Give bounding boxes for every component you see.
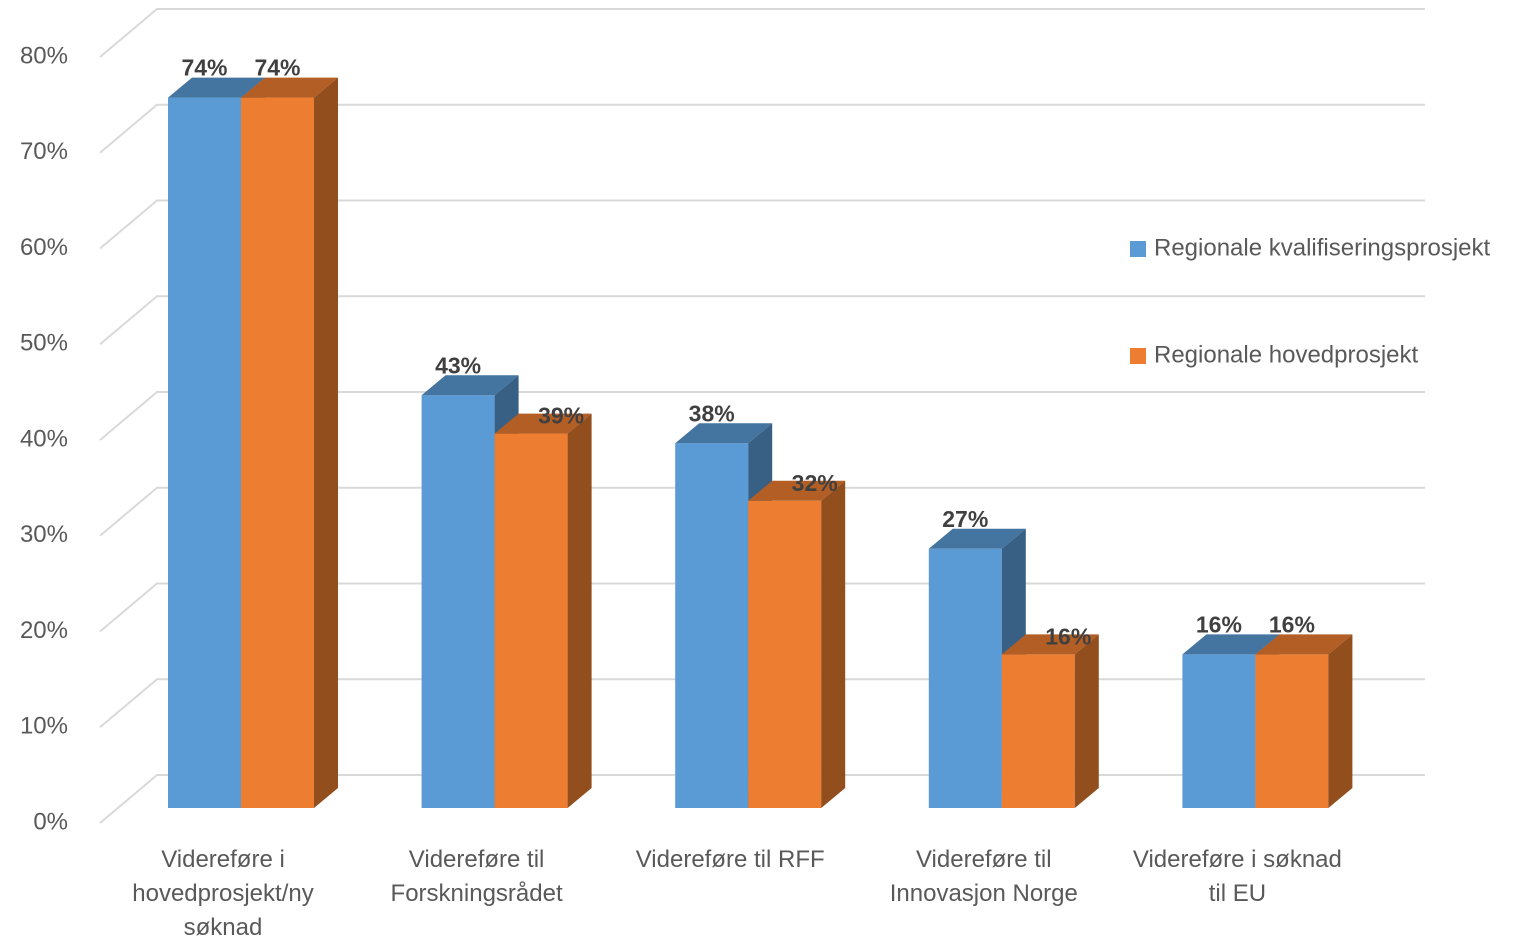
value-label: 32% <box>792 470 838 496</box>
value-label: 38% <box>689 400 735 426</box>
value-label: 74% <box>181 55 227 81</box>
x-tick-label: Videreføre i hovedprosjekt/ny søknad <box>132 846 314 941</box>
value-label: 16% <box>1045 623 1091 649</box>
bar-front <box>1001 654 1075 808</box>
value-label: 74% <box>254 55 300 81</box>
bar-top <box>675 423 773 444</box>
y-tick-label: 20% <box>20 617 68 644</box>
value-label: 16% <box>1269 611 1315 637</box>
grid-line <box>99 199 1425 250</box>
bar <box>1255 634 1353 808</box>
grid-line <box>99 391 1425 441</box>
legend-swatch <box>1130 241 1146 257</box>
value-label: 16% <box>1196 611 1242 637</box>
bar-top <box>1001 634 1099 655</box>
value-label: 43% <box>435 352 481 378</box>
y-tick-label: 50% <box>20 330 68 357</box>
value-label: 27% <box>942 506 988 532</box>
bar-front <box>168 97 241 809</box>
bar-top <box>494 413 592 434</box>
x-tick-label: Videreføre i søknad til EU <box>1132 846 1342 907</box>
y-tick-label: 40% <box>20 425 68 452</box>
bar-top <box>421 375 519 396</box>
bar-top <box>1182 634 1280 655</box>
value-label: 39% <box>538 403 584 429</box>
bar-top <box>241 77 338 98</box>
y-tick-label: 70% <box>20 138 68 165</box>
bar-front <box>241 97 314 809</box>
bar-front <box>1182 654 1256 808</box>
grid-line <box>99 486 1425 537</box>
y-tick-label: 10% <box>20 713 68 740</box>
bar-front <box>421 395 495 808</box>
bar-top <box>168 77 265 98</box>
bar-front <box>494 433 568 808</box>
bar <box>241 77 338 809</box>
bar <box>748 480 846 808</box>
bar-front <box>675 443 749 808</box>
y-tick-label: 60% <box>20 234 68 261</box>
y-tick-label: 80% <box>20 42 68 69</box>
bar-front <box>928 548 1002 808</box>
x-tick-label: Videreføre til Forskningsrådet <box>390 846 563 907</box>
bar-top <box>928 528 1026 549</box>
legend-swatch <box>1130 348 1146 364</box>
bar-side <box>821 480 846 808</box>
y-tick-label: 0% <box>33 808 68 835</box>
grid-line <box>99 295 1425 346</box>
bar-top <box>748 480 846 501</box>
bar-side <box>1328 634 1353 808</box>
bar <box>494 413 592 808</box>
x-tick-label: Videreføre til RFF <box>635 846 825 873</box>
x-tick-label: Videreføre til Innovasjon Norge <box>889 846 1078 907</box>
y-tick-label: 30% <box>20 521 68 548</box>
bar-top <box>1255 634 1353 655</box>
bar <box>1001 634 1099 808</box>
grid-line <box>99 103 1425 154</box>
bar-side <box>314 77 338 809</box>
legend-label: Regionale kvalifiseringsprosjekt <box>1154 234 1490 261</box>
bar-side <box>1074 634 1099 808</box>
bar-front <box>748 500 822 808</box>
bar-side <box>567 413 592 808</box>
bar-front <box>1255 654 1329 808</box>
legend-label: Regionale hovedprosjekt <box>1154 341 1419 368</box>
grid-line <box>99 8 1425 58</box>
